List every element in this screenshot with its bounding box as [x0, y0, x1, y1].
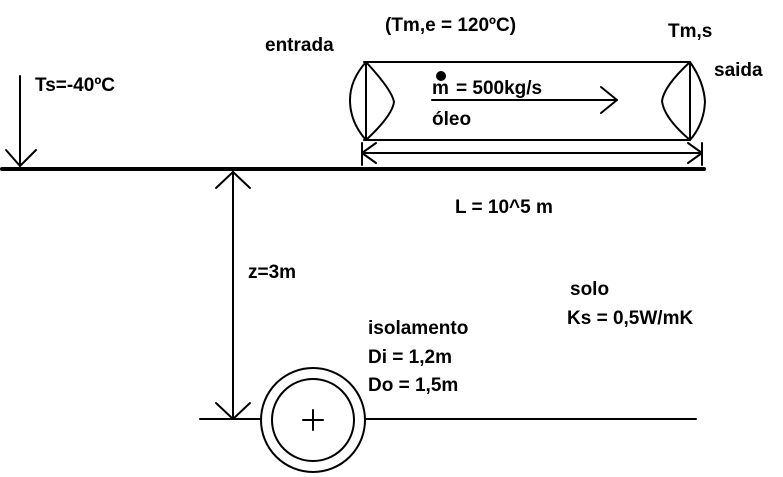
depth-dimension — [215, 171, 251, 420]
outer-diameter-label: Do = 1,5m — [368, 375, 459, 396]
center-cross — [302, 409, 324, 431]
insulation-label: isolamento — [368, 318, 469, 339]
inlet-velocity-profile — [349, 61, 395, 141]
outlet-temperature-label: Tm,s — [668, 21, 713, 42]
depth-label: z=3m — [248, 262, 297, 283]
pipe-section — [349, 61, 706, 141]
flow-direction-arrow — [431, 86, 618, 114]
surface-temperature-label: Ts=-40ºC — [35, 75, 115, 96]
length-label: L = 10^5 m — [455, 197, 553, 218]
length-dimension — [361, 142, 703, 166]
mass-flow-label: = 500kg/s — [456, 78, 543, 99]
inlet-temperature-label: (Tm,e = 120ºC) — [385, 15, 517, 36]
fluid-label: óleo — [432, 109, 472, 130]
mass-flow-symbol: m — [432, 78, 449, 99]
outlet-velocity-profile — [661, 61, 706, 141]
mass-flow-dot — [436, 71, 446, 81]
soil-conductivity-label: Ks = 0,5W/mK — [567, 308, 694, 329]
inlet-label: entrada — [265, 35, 334, 56]
soil-label: solo — [570, 279, 610, 300]
surface-temperature-arrow — [5, 75, 37, 167]
outlet-label: saida — [714, 60, 763, 81]
inner-diameter-label: Di = 1,2m — [368, 347, 452, 368]
